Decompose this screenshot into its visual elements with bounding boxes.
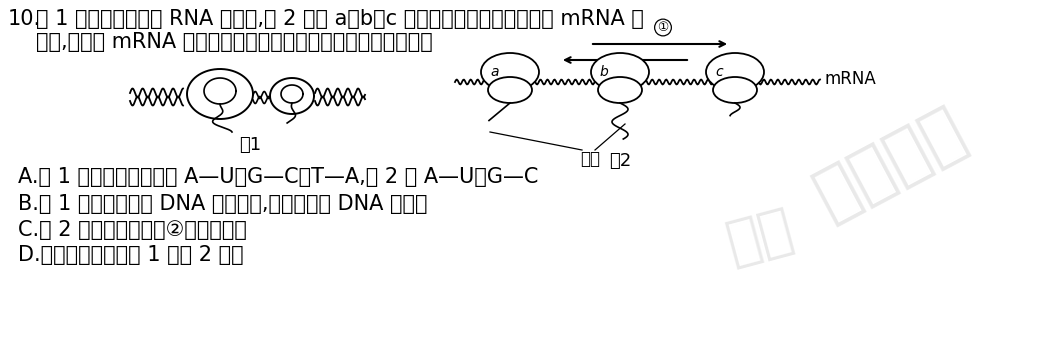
Text: 测试: 测试 <box>721 202 799 272</box>
Text: c: c <box>715 65 723 79</box>
Text: A.图 1 碱基的配对方式为 A—U、G—C、T—A,图 2 为 A—U、G—C: A.图 1 碱基的配对方式为 A—U、G—C、T—A,图 2 为 A—U、G—C <box>18 167 539 187</box>
Text: 图1: 图1 <box>239 136 261 154</box>
Ellipse shape <box>591 53 649 91</box>
Text: 子上,并沿着 mRNA 移动合成肽链的过程。下列相关叙述正确的是: 子上,并沿着 mRNA 移动合成肽链的过程。下列相关叙述正确的是 <box>36 32 433 52</box>
Text: ①: ① <box>658 21 668 34</box>
Text: B.图 1 过程的模板是 DNA 的两条链,参与的酶是 DNA 聚合酶: B.图 1 过程的模板是 DNA 的两条链,参与的酶是 DNA 聚合酶 <box>18 194 428 214</box>
Text: b: b <box>600 65 609 79</box>
Ellipse shape <box>598 77 642 103</box>
Ellipse shape <box>713 77 757 103</box>
Ellipse shape <box>706 53 764 91</box>
Text: ②: ② <box>622 72 633 85</box>
Text: mRNA: mRNA <box>825 70 877 88</box>
Text: 图2: 图2 <box>609 152 631 170</box>
Text: C.图 2 中核糖体沿箭头②的方向移动: C.图 2 中核糖体沿箭头②的方向移动 <box>18 220 247 240</box>
Ellipse shape <box>488 77 532 103</box>
Text: a: a <box>490 65 499 79</box>
Text: 图 1 表示细胞内合成 RNA 的过程,图 2 表示 a、b、c 三个核糖体相继结合到一个 mRNA 分: 图 1 表示细胞内合成 RNA 的过程,图 2 表示 a、b、c 三个核糖体相继… <box>36 9 644 29</box>
Text: 肽链: 肽链 <box>580 150 600 168</box>
Text: D.活细胞均能发生图 1 和图 2 过程: D.活细胞均能发生图 1 和图 2 过程 <box>18 245 243 265</box>
Ellipse shape <box>481 53 539 91</box>
Text: 10.: 10. <box>8 9 41 29</box>
Text: 严禁商用: 严禁商用 <box>804 95 976 229</box>
